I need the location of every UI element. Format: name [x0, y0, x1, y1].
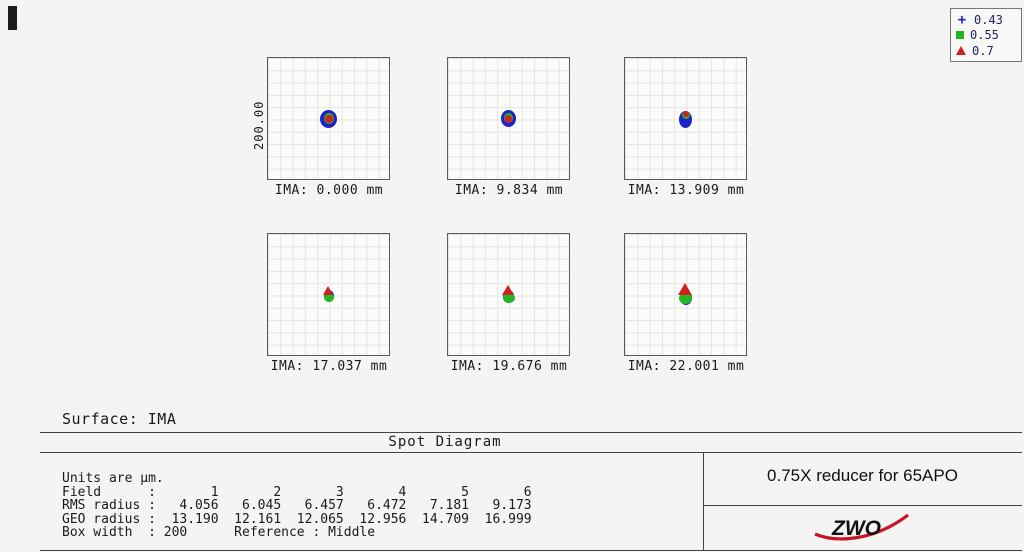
- ima-label: IMA: 0.000 mm: [274, 183, 384, 198]
- field-row: Field : 1 2 3 4 5 6: [62, 484, 532, 500]
- ima-label: IMA: 22.001 mm: [627, 359, 745, 374]
- square-marker-icon: [956, 31, 964, 39]
- divider: [703, 505, 1022, 506]
- spot-plot-field-5: IMA: 19.676 mm: [447, 233, 570, 374]
- divider: [40, 452, 1022, 453]
- spot-triangle: [322, 286, 333, 296]
- cross-marker-icon: +: [957, 11, 967, 28]
- spot-plot-field-4: IMA: 17.037 mm: [267, 233, 390, 374]
- rms-radius-row: RMS radius : 4.056 6.045 6.457 6.472 7.1…: [62, 498, 532, 513]
- legend-item: 0.55: [956, 28, 1016, 43]
- corner-artifact: [8, 6, 17, 30]
- surface-label: Surface: IMA: [62, 410, 177, 428]
- spot-plot-field-3: IMA: 13.909 mm: [624, 57, 747, 198]
- legend-item: 0.7: [956, 43, 1016, 58]
- spot-triangle: [502, 285, 514, 295]
- spot-ellipse: [682, 111, 689, 117]
- lens-title: 0.75X reducer for 65APO: [767, 466, 958, 485]
- spot-plot-field-6: IMA: 22.001 mm: [624, 233, 747, 374]
- ima-label: IMA: 17.037 mm: [270, 359, 388, 374]
- legend-label: 0.7: [972, 43, 994, 58]
- zwo-logo-text: ZWO: [831, 517, 881, 540]
- spot-plot-canvas: [267, 233, 390, 356]
- spot-plot-field-2: IMA: 9.834 mm: [447, 57, 570, 198]
- spot-ellipse: [505, 115, 512, 123]
- legend-item: + 0.43: [956, 12, 1016, 27]
- spot-plot-canvas: [447, 57, 570, 180]
- spot-plot-canvas: [624, 57, 747, 180]
- diagram-title: Spot Diagram: [388, 434, 502, 450]
- spot-ellipse: [502, 292, 515, 303]
- spot-plot-canvas: [447, 233, 570, 356]
- spot-ellipse: [324, 115, 333, 123]
- ima-label: IMA: 19.676 mm: [450, 359, 568, 374]
- scale-bar-label: 200.00: [252, 100, 266, 150]
- spot-plot-canvas: [267, 57, 390, 180]
- spot-plot-canvas: [624, 233, 747, 356]
- geo-radius-row: GEO radius : 13.190 12.161 12.065 12.956…: [62, 511, 532, 527]
- ima-label: IMA: 13.909 mm: [627, 183, 745, 198]
- divider: [40, 550, 1022, 551]
- box-width-row: Box width : 200 Reference : Middle: [62, 525, 376, 540]
- triangle-marker-icon: [956, 46, 966, 55]
- divider: [40, 432, 1022, 433]
- ima-label: IMA: 9.834 mm: [454, 183, 564, 198]
- spot-ellipse: [679, 293, 692, 304]
- divider: [703, 452, 704, 551]
- spot-ellipse: [323, 292, 334, 302]
- spot-triangle: [677, 282, 692, 295]
- wavelength-legend: + 0.43 0.55 0.7: [950, 8, 1022, 62]
- spot-data-table: Units are µm. Field : 1 2 3 4 5 6 RMS ra…: [62, 472, 532, 540]
- spot-plot-field-1: IMA: 0.000 mm: [267, 57, 390, 198]
- units-line: Units are µm.: [62, 471, 164, 486]
- legend-label: 0.43: [974, 12, 1003, 27]
- legend-label: 0.55: [970, 28, 999, 42]
- zwo-swoosh-icon: [814, 513, 909, 541]
- zwo-logo: ZWO: [812, 509, 912, 545]
